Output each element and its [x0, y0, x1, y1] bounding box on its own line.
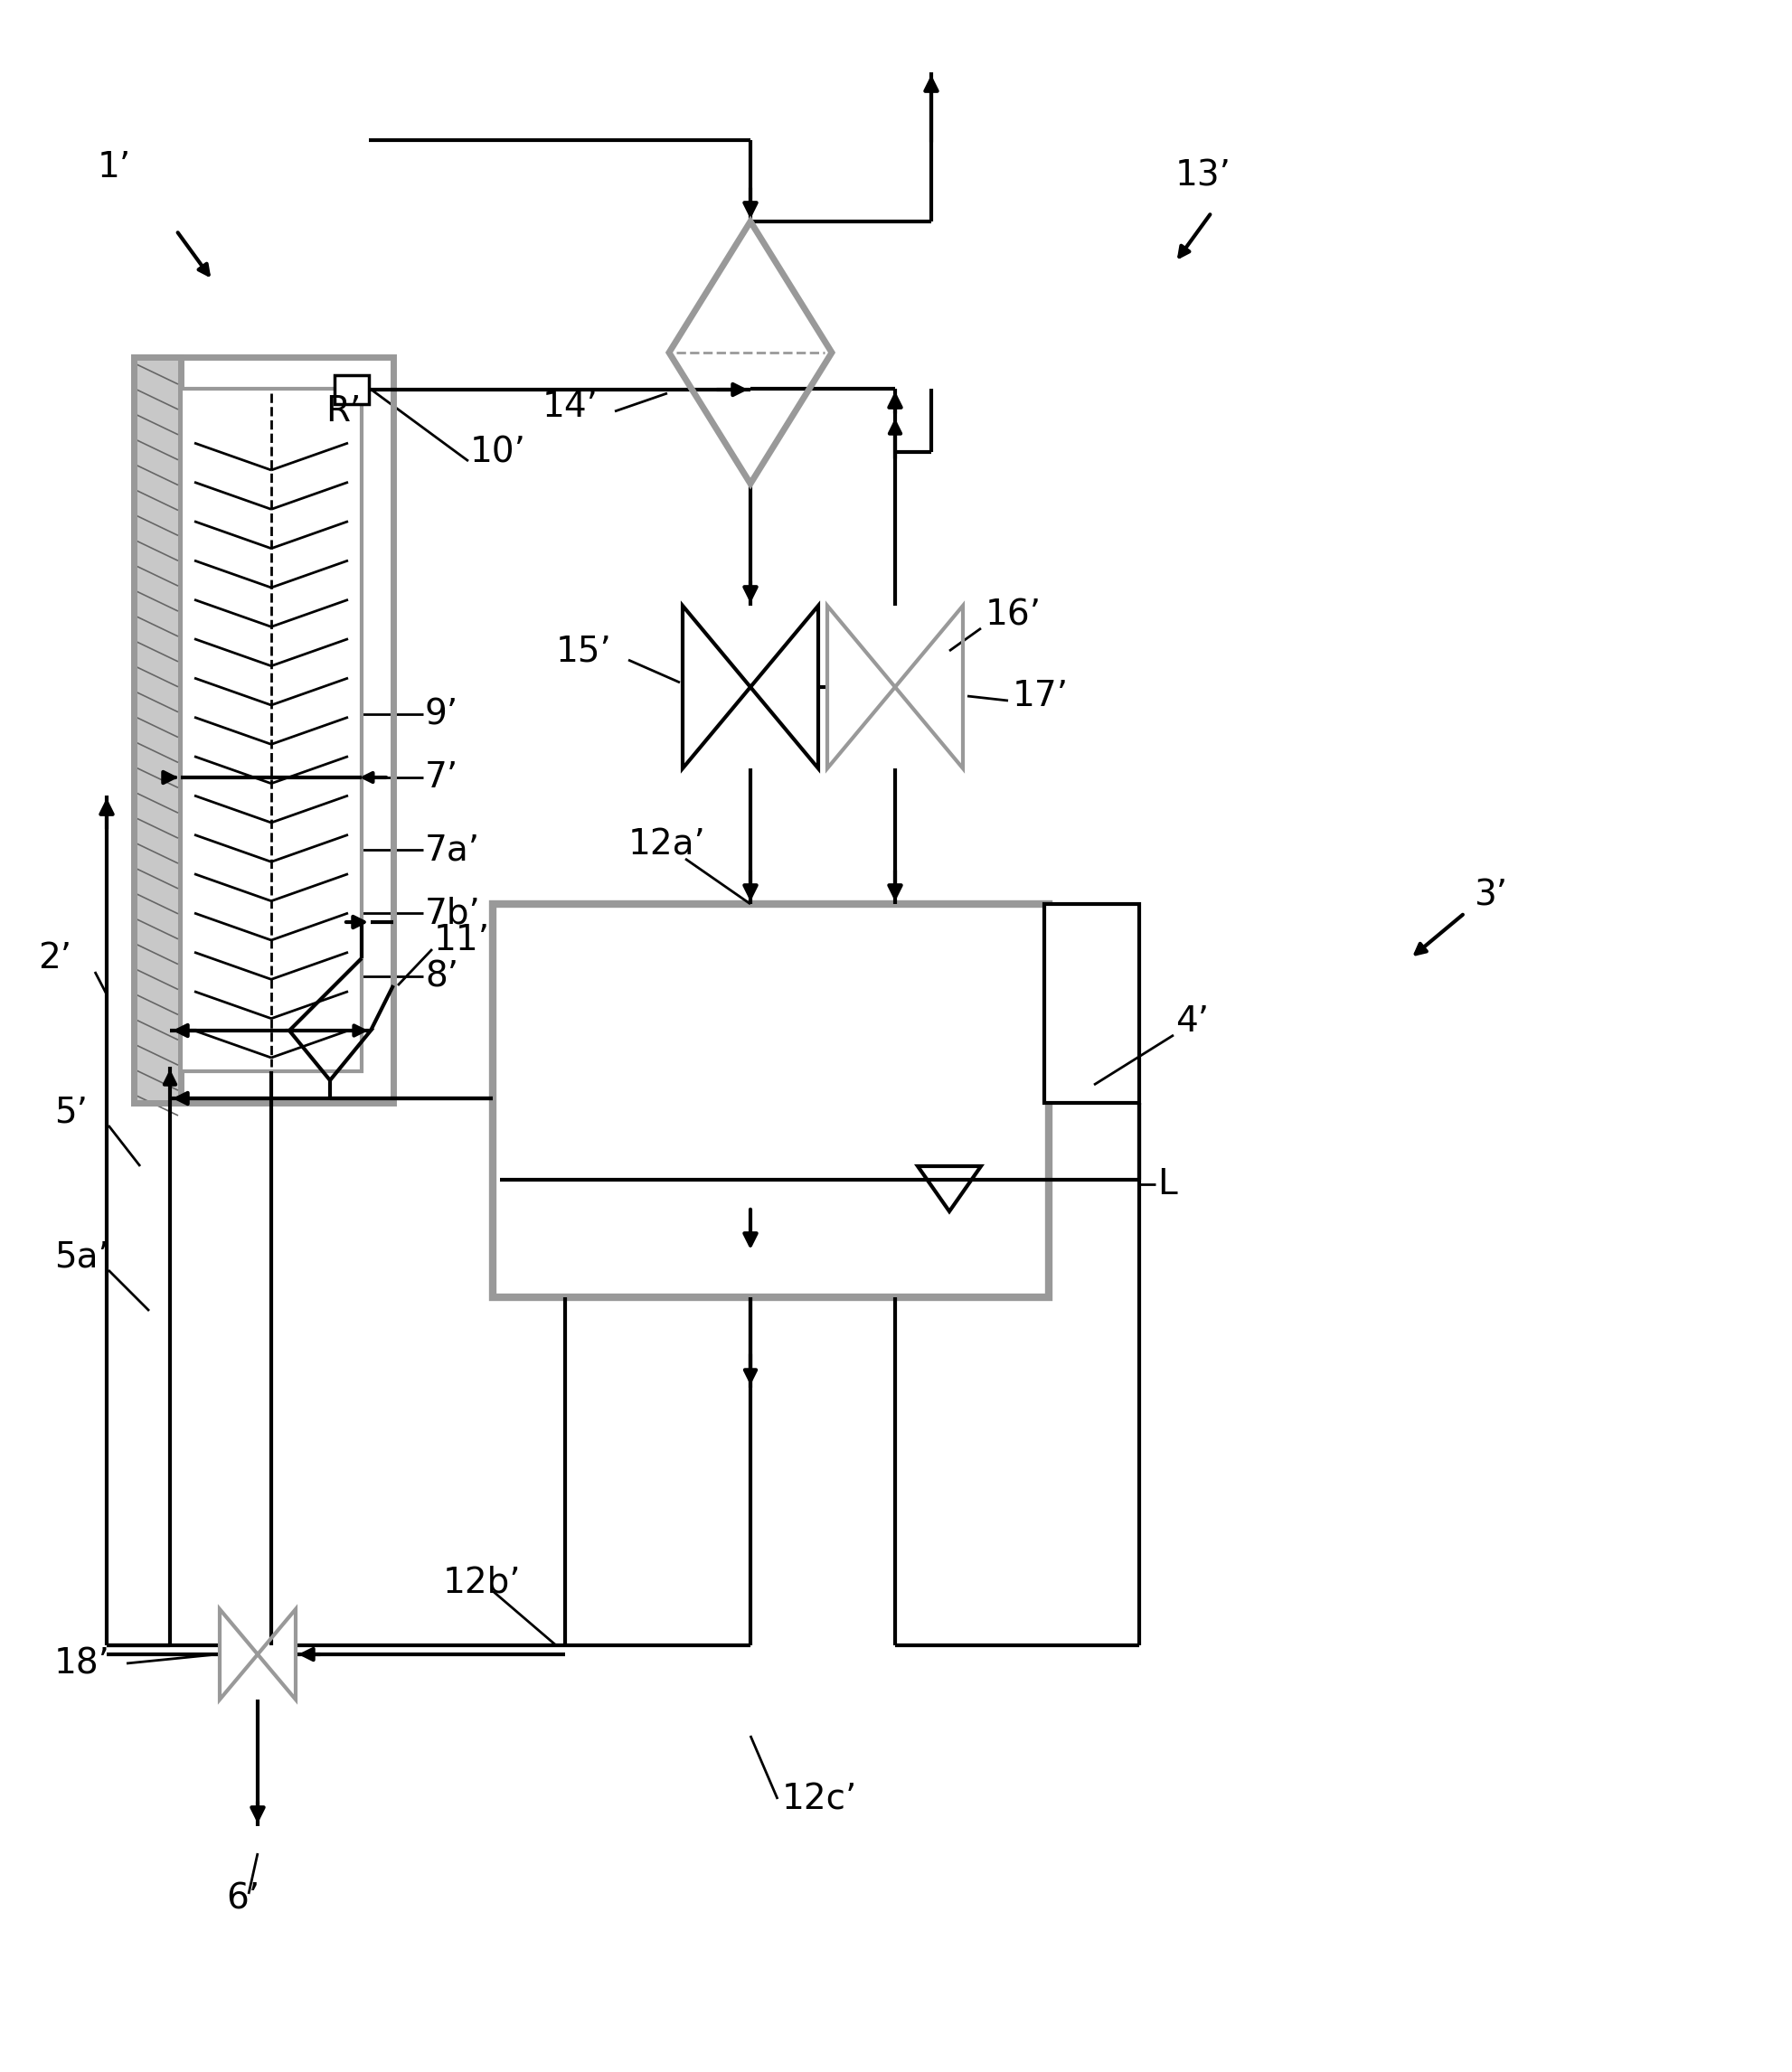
Text: 7b’: 7b’: [425, 895, 480, 930]
Text: 14’: 14’: [543, 390, 599, 425]
Text: 12a’: 12a’: [627, 829, 706, 862]
Text: 16’: 16’: [986, 597, 1041, 632]
Text: 7’: 7’: [425, 760, 459, 796]
Text: 12b’: 12b’: [443, 1564, 521, 1600]
Text: 5’: 5’: [54, 1094, 88, 1129]
Text: 2’: 2’: [38, 941, 72, 976]
Text: 3’: 3’: [1473, 879, 1507, 912]
Text: 13’: 13’: [1176, 160, 1231, 193]
Text: 7a’: 7a’: [425, 833, 480, 866]
Text: 17’: 17’: [1012, 680, 1068, 713]
Text: L: L: [1156, 1167, 1176, 1202]
Bar: [134, 356, 181, 1102]
Text: 5a’: 5a’: [54, 1239, 109, 1274]
Bar: [493, 903, 1048, 1297]
Text: 6’: 6’: [226, 1881, 260, 1917]
Text: 18’: 18’: [54, 1647, 109, 1680]
Text: 12c’: 12c’: [781, 1782, 857, 1817]
Bar: [181, 390, 362, 1071]
Text: 15’: 15’: [556, 634, 611, 667]
Bar: [1043, 903, 1138, 1102]
Bar: [335, 375, 369, 404]
Text: 9’: 9’: [425, 696, 459, 731]
Text: 8’: 8’: [425, 959, 459, 992]
Bar: [134, 356, 392, 1102]
Text: 11’: 11’: [434, 922, 489, 957]
Text: 1’: 1’: [97, 149, 131, 184]
Text: 4’: 4’: [1176, 1005, 1208, 1038]
Text: R’: R’: [326, 394, 360, 429]
Text: 10’: 10’: [470, 435, 525, 468]
